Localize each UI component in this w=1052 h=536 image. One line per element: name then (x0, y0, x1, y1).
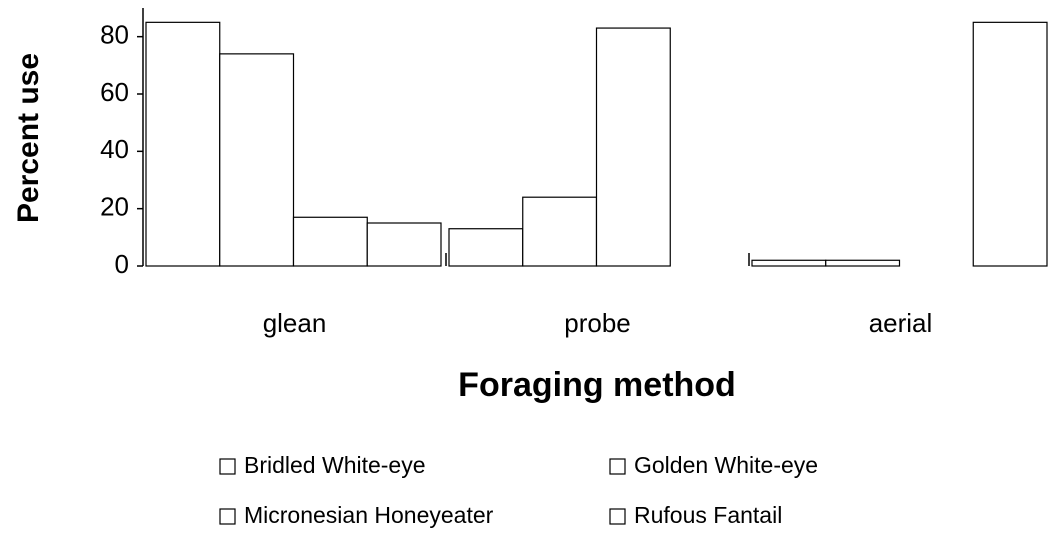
bar (595, 27, 671, 267)
y-tick-label: 20 (100, 192, 129, 222)
y-axis-title: Percent use (12, 53, 45, 223)
y-tick-label: 0 (115, 249, 129, 279)
bar (448, 228, 524, 267)
legend-label: Micronesian Honeyeater (244, 502, 494, 528)
legend-swatch (219, 508, 236, 525)
bar (145, 21, 221, 267)
legend-swatch (219, 458, 236, 475)
legend-swatch (609, 458, 626, 475)
y-tick-label: 80 (100, 20, 129, 50)
x-tick-label: aerial (869, 308, 933, 338)
bar (292, 216, 368, 267)
x-axis-title: Foraging method (458, 366, 736, 404)
y-tick-label: 40 (100, 134, 129, 164)
x-tick-label: probe (564, 308, 631, 338)
bar (522, 196, 598, 267)
bar (825, 259, 901, 267)
legend-label: Golden White-eye (634, 452, 818, 478)
bar (751, 259, 827, 267)
bar (219, 53, 295, 267)
x-tick-label: glean (263, 308, 327, 338)
y-tick-label: 60 (100, 77, 129, 107)
legend-swatch (609, 508, 626, 525)
legend-label: Rufous Fantail (634, 502, 782, 528)
legend-label: Bridled White-eye (244, 452, 426, 478)
bar (972, 21, 1048, 267)
bar (366, 222, 442, 267)
